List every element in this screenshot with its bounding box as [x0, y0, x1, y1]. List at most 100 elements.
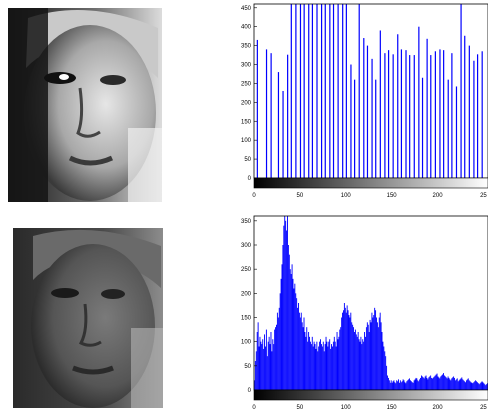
histogram-bar [351, 322, 353, 390]
histogram-bar [341, 317, 343, 390]
x-tick-label: 100 [341, 193, 352, 199]
histogram-bar [298, 312, 300, 390]
histogram-bar [476, 54, 479, 179]
histogram-bar [415, 377, 417, 390]
histogram-bar [437, 376, 439, 390]
histogram-bar [353, 327, 355, 390]
histogram-bar [313, 341, 315, 390]
x-tick-label: 0 [252, 193, 256, 199]
y-tick-label: 150 [241, 119, 252, 125]
histogram-bar [346, 305, 348, 390]
histogram-bar [345, 312, 347, 390]
histogram-bar [421, 77, 424, 178]
histogram-bar [332, 4, 335, 178]
histogram-bar [287, 245, 289, 390]
histogram-bar [376, 322, 378, 390]
histogram-bar [478, 384, 480, 390]
histogram-bar [306, 327, 308, 390]
histogram-bar [409, 55, 411, 178]
histogram-bar [350, 64, 352, 178]
histogram-bar [303, 317, 305, 390]
histogram-bar [328, 341, 330, 390]
histogram-bar [425, 375, 427, 390]
histogram-bar [423, 378, 425, 390]
histogram-bar [303, 4, 305, 178]
histogram-bar [460, 378, 462, 390]
histogram-bar [277, 317, 279, 390]
histogram-bar [266, 356, 268, 390]
histogram-bar [384, 351, 386, 390]
histogram-bar [449, 379, 451, 390]
y-tick-label: 250 [241, 81, 252, 87]
histogram-bar [286, 230, 288, 390]
histogram-bar [273, 344, 275, 390]
histogram-bar [417, 380, 419, 390]
x-tick-label: 100 [341, 405, 352, 411]
histogram-bar [455, 86, 458, 178]
histogram-bar [358, 339, 360, 390]
histogram-bar [336, 332, 338, 390]
histogram-bar [269, 344, 271, 390]
histogram-bar [481, 381, 483, 390]
histogram-bar [276, 324, 277, 390]
histogram-bar [470, 382, 472, 390]
histogram-bar [258, 346, 260, 390]
histogram-bar [428, 377, 430, 390]
histogram-bar [426, 38, 428, 178]
histogram-bar [459, 379, 461, 390]
histogram-bar [355, 334, 357, 390]
histogram-bar [466, 379, 468, 390]
histogram-bar [293, 288, 295, 390]
histogram-bar [350, 312, 352, 390]
histogram-bar [375, 79, 377, 178]
y-tick-label: 100 [241, 340, 252, 346]
histogram-bar [294, 283, 296, 390]
y-tick-label: 300 [241, 243, 252, 249]
histogram-bar [343, 310, 344, 390]
histogram-bar [272, 339, 274, 390]
histogram-bar [320, 339, 321, 390]
histogram-bar [476, 381, 477, 390]
histogram-bar [319, 341, 321, 390]
histogram-bar [314, 344, 316, 390]
histogram-bar [363, 38, 365, 178]
histogram-bar [448, 377, 450, 390]
histogram-bar [411, 382, 413, 390]
histogram-bar [391, 382, 393, 390]
histogram-bar [431, 377, 433, 390]
histogram-bar [333, 336, 335, 390]
histogram-bar [467, 378, 469, 390]
histogram-bar [331, 344, 332, 390]
histogram-bar [447, 376, 449, 390]
histogram-bar [276, 312, 278, 390]
histogram-bar [413, 55, 415, 178]
histogram-bar [381, 332, 383, 390]
histogram-bar [383, 346, 385, 390]
y-tick-label: 350 [241, 219, 252, 225]
histogram-bar [402, 379, 404, 390]
histogram-bar [386, 365, 388, 390]
x-tick-label: 25 [480, 405, 487, 411]
histogram-bar [270, 53, 272, 178]
histogram-bar [344, 307, 346, 390]
histogram-bar [455, 379, 457, 390]
histogram-bar [376, 317, 377, 390]
histogram-bar [296, 298, 298, 390]
histogram-bar [325, 336, 327, 390]
histogram-bar [445, 377, 447, 390]
histogram-bar [342, 312, 343, 390]
histogram-bar [345, 4, 347, 178]
histogram-bar [390, 380, 392, 390]
histogram-bar [302, 327, 304, 390]
histogram-bar [458, 380, 460, 390]
histogram-bar [305, 336, 307, 390]
histogram-bar [421, 376, 423, 390]
histogram-bar [257, 322, 259, 390]
histogram-bar [483, 383, 485, 390]
histogram-bar [324, 4, 326, 178]
histogram-bar [468, 380, 470, 390]
histogram-bar [473, 382, 475, 390]
histogram-bar [410, 380, 411, 390]
histogram-bar [282, 91, 284, 178]
histogram-bar [255, 351, 257, 390]
